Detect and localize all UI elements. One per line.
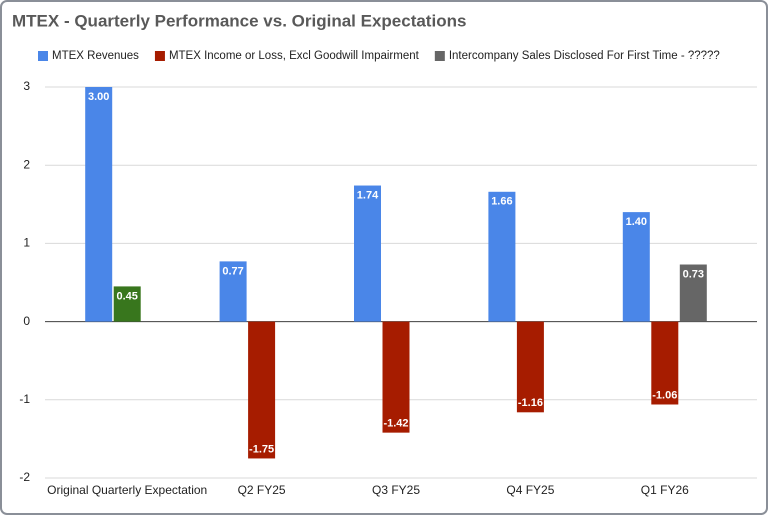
value-label: -1.42 — [383, 418, 408, 430]
x-tick-label: Q4 FY25 — [506, 483, 554, 497]
y-tick-label: 0 — [23, 314, 30, 328]
value-label: 0.45 — [116, 290, 137, 302]
bar — [488, 191, 516, 322]
value-label: 0.77 — [222, 265, 243, 277]
y-tick-label: 1 — [23, 236, 30, 250]
value-label: -1.16 — [518, 397, 543, 409]
legend-label: Intercompany Sales Disclosed For First T… — [449, 50, 720, 62]
y-tick-label: -2 — [19, 470, 30, 484]
chart-title: MTEX - Quarterly Performance vs. Origina… — [12, 11, 466, 30]
value-label: 3.00 — [88, 91, 109, 103]
bar — [113, 286, 141, 322]
value-label: 0.73 — [683, 268, 704, 280]
legend-swatch — [154, 51, 165, 61]
bar — [85, 87, 113, 322]
value-label: -1.06 — [652, 389, 677, 401]
value-label: 1.66 — [491, 196, 512, 208]
bar — [679, 264, 707, 322]
bar — [516, 321, 544, 413]
legend-swatch — [38, 51, 48, 61]
legend-swatch — [434, 51, 445, 61]
y-tick-label: 3 — [23, 79, 30, 93]
y-tick-label: 2 — [23, 157, 30, 171]
value-label: 1.74 — [357, 189, 379, 201]
x-tick-label: Q3 FY25 — [372, 483, 420, 497]
y-tick-label: -1 — [19, 392, 30, 406]
x-tick-label: Q1 FY26 — [641, 483, 689, 497]
legend-label: MTEX Revenues — [52, 50, 139, 62]
x-tick-label: Original Quarterly Expectation — [47, 483, 207, 497]
bar — [651, 321, 679, 405]
bar — [382, 321, 410, 433]
x-tick-label: Q2 FY25 — [238, 483, 286, 497]
bar — [354, 185, 381, 322]
bar — [622, 212, 650, 322]
legend-label: MTEX Income or Loss, Excl Goodwill Impai… — [169, 50, 420, 62]
value-label: 1.40 — [626, 216, 647, 228]
value-label: -1.75 — [249, 443, 274, 455]
bar — [219, 261, 247, 322]
bar — [248, 321, 276, 459]
